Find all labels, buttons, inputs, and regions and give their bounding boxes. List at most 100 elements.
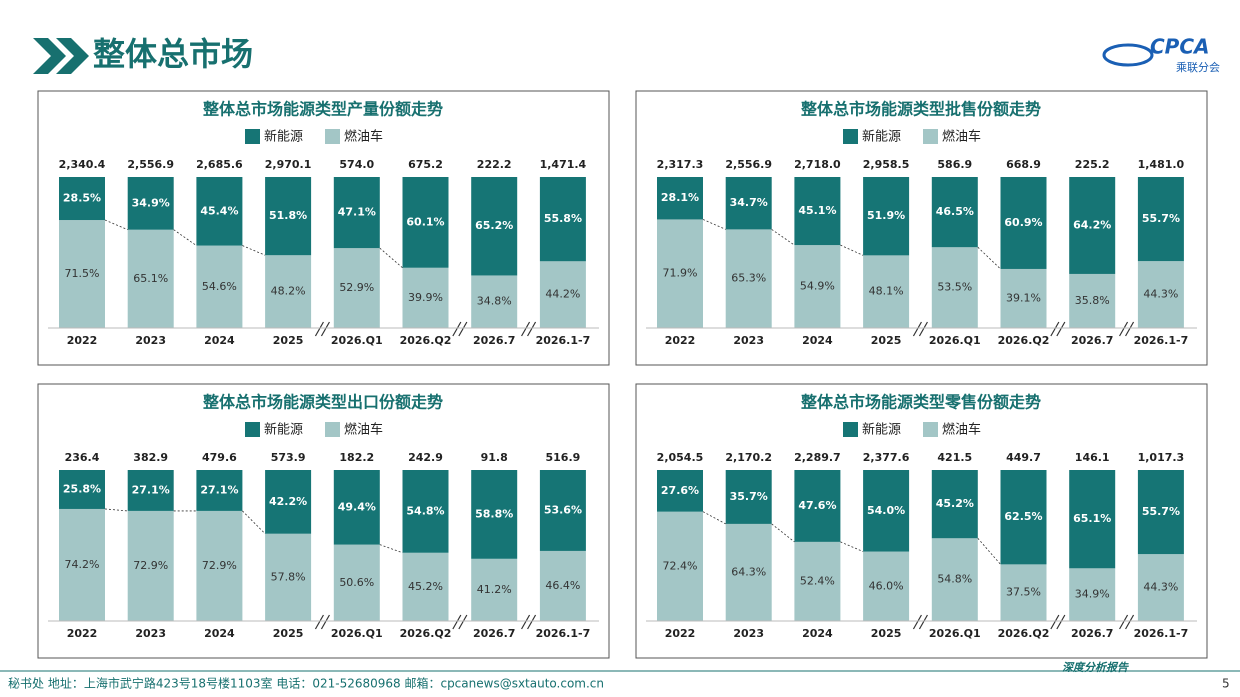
axis-break [1119,614,1129,630]
total-label: 2,170.2 [725,451,772,464]
axis-break [918,321,928,337]
axis-break [1056,321,1066,337]
x-tick-label: 2023 [733,627,764,640]
total-label: 479.6 [202,451,237,464]
bar-segment [196,177,243,246]
bar-segment [196,245,243,328]
connector [702,511,726,525]
bar-segment [59,470,105,509]
total-label: 2,340.4 [59,158,106,171]
legend-label: 燃油车 [344,129,383,145]
bar-segment [265,470,312,534]
bar-segment [471,177,518,276]
connector [242,510,266,535]
axis-break [1119,321,1129,337]
axis-break [314,614,324,630]
legend-swatch [843,422,858,437]
value-label: 71.9% [663,267,698,280]
axis-break [527,614,537,630]
axis-break [1050,614,1060,630]
value-label: 45.1% [798,204,836,217]
value-label: 65.3% [731,272,766,285]
legend-swatch [245,129,260,144]
x-tick-label: 2026.Q2 [998,334,1050,347]
bar-segment [1137,177,1184,262]
connector [840,244,864,256]
x-tick-label: 2026.1-7 [1134,627,1189,640]
axis-break [1056,614,1066,630]
x-tick-label: 2024 [802,627,833,640]
total-label: 2,958.5 [863,158,910,171]
bar-segment [402,552,449,621]
connector [104,508,128,512]
total-label: 516.9 [546,451,581,464]
bar-segment [794,470,841,542]
value-label: 48.1% [869,285,904,298]
connector [977,246,1001,270]
value-label: 55.7% [1142,505,1180,518]
value-label: 34.9% [132,196,170,209]
x-tick-label: 2026.1-7 [1134,334,1189,347]
legend-label: 燃油车 [344,422,383,438]
bar-segment [1000,177,1047,269]
bar-segment [127,229,174,328]
bar-segment [59,220,105,328]
value-label: 27.1% [200,483,238,496]
value-label: 72.9% [202,559,237,572]
connector [840,541,864,552]
value-label: 55.8% [544,212,582,225]
bar-segment [794,245,841,328]
x-tick-label: 2026.7 [1071,334,1113,347]
value-label: 34.8% [477,295,512,308]
value-label: 51.9% [867,209,905,222]
total-label: 382.9 [133,451,168,464]
connector [771,229,795,246]
x-tick-label: 2025 [273,627,304,640]
total-label: 1,471.4 [540,158,587,171]
panel [37,383,610,659]
total-label: 91.8 [481,451,508,464]
value-label: 54.6% [202,280,237,293]
connector [379,247,403,269]
x-tick-label: 2026.Q2 [400,334,452,347]
bar-segment [127,470,174,511]
bar-segment [471,275,518,328]
panel [37,90,610,366]
bar-segment [59,177,105,221]
bar-segment [1137,470,1184,555]
legend-swatch [325,129,340,144]
bar-segment [1000,564,1047,621]
value-label: 65.1% [1073,512,1111,525]
axis-break [1125,321,1135,337]
bar-segment [1000,470,1047,565]
bar-segment [725,470,772,524]
logo-mark [1102,43,1154,67]
x-tick-label: 2026.Q1 [331,334,383,347]
connector [771,523,795,543]
x-tick-label: 2026.Q1 [331,627,383,640]
value-label: 44.3% [1143,288,1178,301]
bar-segment [657,177,703,220]
total-label: 222.2 [477,158,512,171]
bar-segment [402,470,449,553]
value-label: 60.1% [406,215,444,228]
legend-label: 新能源 [264,422,303,438]
chart-title: 整体总市场能源类型产量份额走势 [202,100,443,119]
value-label: 37.5% [1006,586,1041,599]
total-label: 2,289.7 [794,451,841,464]
bar-segment [333,470,380,545]
x-tick-label: 2026.7 [473,627,515,640]
bar-segment [539,261,586,328]
value-label: 47.1% [338,206,376,219]
axis-break [912,614,922,630]
value-label: 72.4% [663,559,698,572]
value-label: 74.2% [65,558,100,571]
value-label: 46.4% [545,579,580,592]
bar-segment [863,177,910,256]
x-tick-label: 2022 [665,334,696,347]
bar-segment [794,177,841,246]
bar-segment [471,558,518,621]
bar-segment [333,177,380,249]
value-label: 48.2% [271,285,306,298]
